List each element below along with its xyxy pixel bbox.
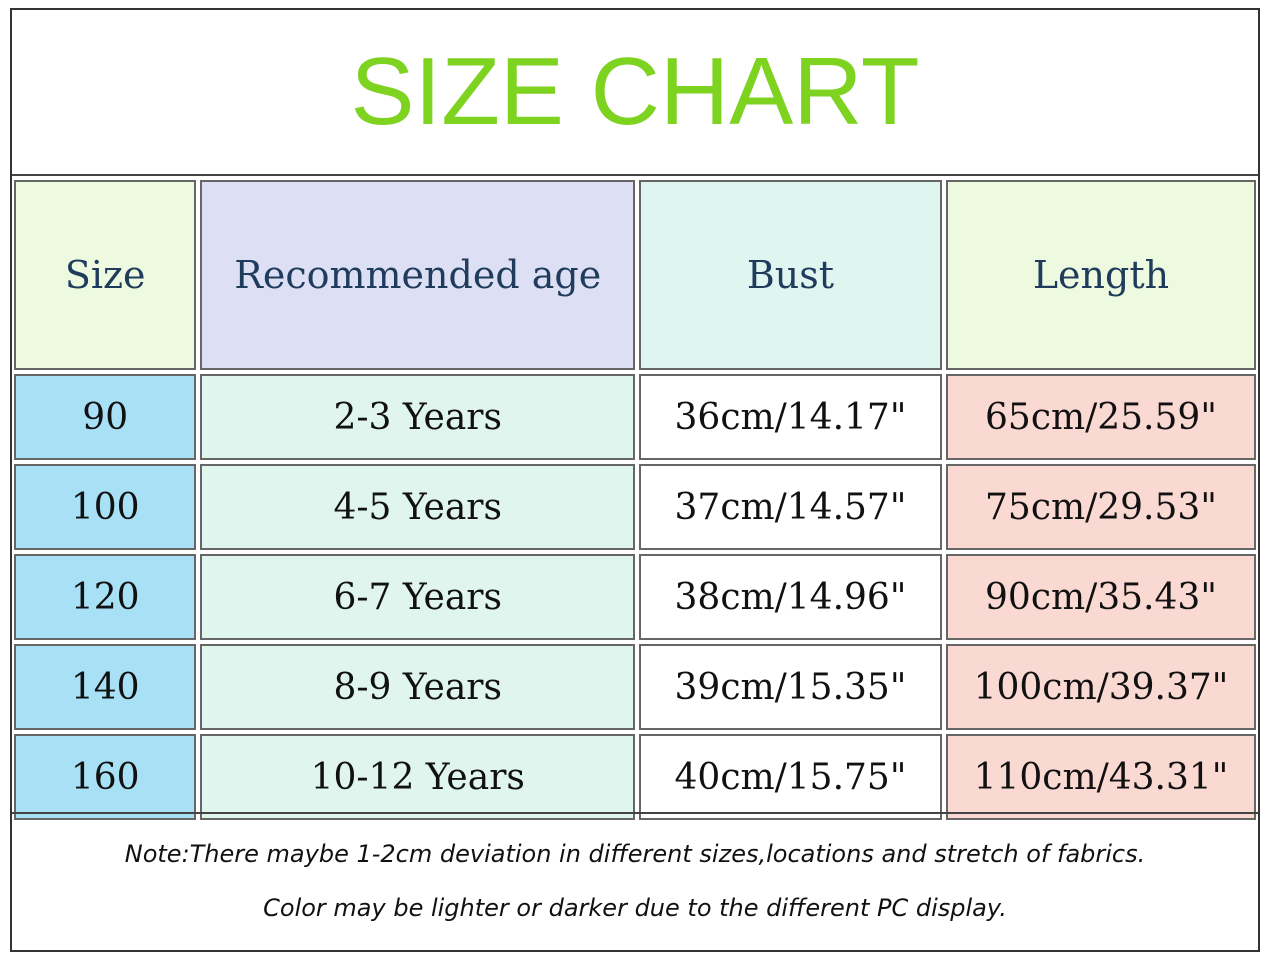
- table-cell: 90: [14, 374, 197, 460]
- table-cell: 8-9 Years: [200, 644, 636, 730]
- table-cell: 100: [14, 464, 197, 550]
- table-row: 100 4-5 Years 37cm/14.57" 75cm/29.53": [14, 464, 1256, 550]
- table-cell: 39cm/15.35": [639, 644, 942, 730]
- header-row: Size Recommended age Bust Length: [14, 180, 1256, 370]
- notes: Note:There maybe 1-2cm deviation in diff…: [12, 812, 1258, 950]
- table-cell: 160: [14, 734, 197, 820]
- note-line: Note:There maybe 1-2cm deviation in diff…: [124, 840, 1146, 868]
- table-cell: 6-7 Years: [200, 554, 636, 640]
- table-cell: 110cm/43.31": [945, 734, 1256, 820]
- table-cell: 100cm/39.37": [945, 644, 1256, 730]
- header-cell: Recommended age: [200, 180, 636, 370]
- size-table: Size Recommended age Bust Length 90 2-3 Years…: [10, 176, 1260, 824]
- table-cell: 10-12 Years: [200, 734, 636, 820]
- table-cell: 90cm/35.43": [945, 554, 1256, 640]
- table-cell: 40cm/15.75": [639, 734, 942, 820]
- table-row: 160 10-12 Years 40cm/15.75" 110cm/43.31": [14, 734, 1256, 820]
- table-cell: 4-5 Years: [200, 464, 636, 550]
- header-cell: Size: [14, 180, 197, 370]
- table-cell: 2-3 Years: [200, 374, 636, 460]
- table-cell: 37cm/14.57": [639, 464, 942, 550]
- note-line: Color may be lighter or darker due to th…: [263, 894, 1007, 922]
- size-chart: SIZE CHART Size Recommended age Bust Length…: [10, 8, 1260, 952]
- table-row: 140 8-9 Years 39cm/15.35" 100cm/39.37": [14, 644, 1256, 730]
- table-cell: 65cm/25.59": [945, 374, 1256, 460]
- table-cell: 120: [14, 554, 197, 640]
- title: SIZE CHART: [12, 10, 1258, 176]
- table-cell: 140: [14, 644, 197, 730]
- table-row: 120 6-7 Years 38cm/14.96" 90cm/35.43": [14, 554, 1256, 640]
- header-cell: Bust: [639, 180, 942, 370]
- table-cell: 36cm/14.17": [639, 374, 942, 460]
- header-cell: Length: [945, 180, 1256, 370]
- table-row: 90 2-3 Years 36cm/14.17" 65cm/25.59": [14, 374, 1256, 460]
- table-cell: 75cm/29.53": [945, 464, 1256, 550]
- table-cell: 38cm/14.96": [639, 554, 942, 640]
